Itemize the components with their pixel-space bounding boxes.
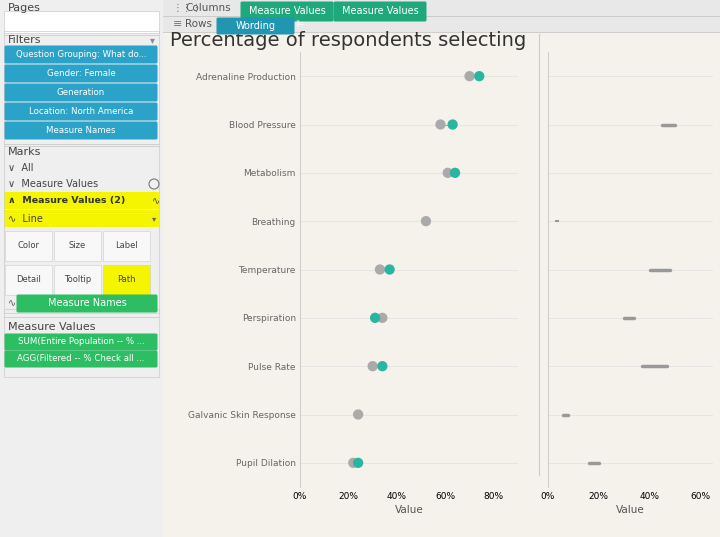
Text: ∨  All: ∨ All bbox=[8, 163, 34, 173]
X-axis label: Value: Value bbox=[616, 505, 645, 515]
Text: Filters: Filters bbox=[8, 35, 42, 45]
Point bbox=[377, 314, 388, 322]
Text: ▾: ▾ bbox=[150, 35, 155, 45]
Bar bbox=[0, 0, 163, 537]
Bar bbox=[5, 265, 52, 295]
Point bbox=[449, 169, 461, 177]
Point bbox=[374, 265, 386, 274]
Point bbox=[384, 265, 395, 274]
Bar bbox=[163, 0, 720, 32]
FancyBboxPatch shape bbox=[4, 46, 158, 63]
Point bbox=[435, 120, 446, 129]
Point bbox=[352, 410, 364, 419]
Bar bbox=[4, 144, 159, 313]
Text: Measure Names: Measure Names bbox=[46, 126, 116, 135]
Bar bbox=[163, 0, 720, 537]
Text: ∿  Line: ∿ Line bbox=[8, 214, 43, 224]
FancyBboxPatch shape bbox=[4, 351, 158, 367]
Text: Generation: Generation bbox=[57, 88, 105, 97]
FancyBboxPatch shape bbox=[217, 18, 294, 34]
Bar bbox=[4, 210, 159, 227]
Text: ∿: ∿ bbox=[8, 298, 16, 308]
FancyBboxPatch shape bbox=[4, 103, 158, 120]
Bar bbox=[4, 31, 159, 144]
Point bbox=[348, 459, 359, 467]
Bar bbox=[5, 231, 52, 261]
Point bbox=[447, 120, 459, 129]
Point bbox=[464, 72, 475, 81]
Text: Measure Names: Measure Names bbox=[48, 299, 127, 308]
Bar bbox=[4, 11, 159, 33]
Text: Location: North America: Location: North America bbox=[29, 107, 133, 116]
Bar bbox=[103, 265, 150, 295]
Text: ∿: ∿ bbox=[152, 196, 160, 206]
Point bbox=[474, 72, 485, 81]
Bar bbox=[4, 192, 159, 209]
Text: Gender: Female: Gender: Female bbox=[47, 69, 115, 78]
FancyBboxPatch shape bbox=[4, 64, 158, 83]
Point bbox=[377, 362, 388, 371]
Text: Question Grouping: What do...: Question Grouping: What do... bbox=[16, 50, 146, 59]
Text: Pages: Pages bbox=[8, 3, 41, 13]
Point bbox=[420, 217, 432, 226]
Text: ∧  Measure Values (2): ∧ Measure Values (2) bbox=[8, 197, 125, 206]
Point bbox=[352, 459, 364, 467]
Bar bbox=[54, 265, 101, 295]
Text: Tooltip: Tooltip bbox=[64, 275, 91, 285]
Text: AGG(Filtered -- % Check all ...: AGG(Filtered -- % Check all ... bbox=[17, 354, 145, 364]
Text: Path: Path bbox=[117, 275, 136, 285]
FancyBboxPatch shape bbox=[4, 121, 158, 140]
Text: Columns: Columns bbox=[185, 3, 230, 13]
Point bbox=[442, 169, 454, 177]
Text: Detail: Detail bbox=[16, 275, 41, 285]
Bar bbox=[103, 231, 150, 261]
FancyBboxPatch shape bbox=[17, 294, 158, 313]
Text: Size: Size bbox=[69, 242, 86, 250]
Point bbox=[367, 362, 379, 371]
Text: ∨  Measure Values: ∨ Measure Values bbox=[8, 179, 98, 189]
Text: Rows: Rows bbox=[185, 19, 212, 29]
Text: ▾: ▾ bbox=[152, 214, 156, 223]
Text: Percentage of respondents selecting: Percentage of respondents selecting bbox=[170, 31, 526, 49]
FancyBboxPatch shape bbox=[240, 2, 333, 21]
X-axis label: Value: Value bbox=[395, 505, 423, 515]
Text: ≡: ≡ bbox=[173, 19, 182, 29]
Text: Label: Label bbox=[115, 242, 138, 250]
Text: Measure Values: Measure Values bbox=[248, 6, 325, 17]
Bar bbox=[4, 309, 159, 377]
Point bbox=[369, 314, 381, 322]
FancyBboxPatch shape bbox=[4, 333, 158, 351]
Bar bbox=[54, 231, 101, 261]
Text: Wording: Wording bbox=[235, 21, 276, 31]
Text: Measure Values: Measure Values bbox=[341, 6, 418, 17]
FancyBboxPatch shape bbox=[333, 2, 426, 21]
Text: Color: Color bbox=[17, 242, 40, 250]
Text: ⊫: ⊫ bbox=[295, 19, 304, 29]
Text: SUM(Entire Population -- % ...: SUM(Entire Population -- % ... bbox=[17, 337, 145, 346]
Text: ⋮⋮⋮: ⋮⋮⋮ bbox=[173, 3, 202, 13]
Text: Measure Values: Measure Values bbox=[8, 322, 96, 332]
Text: Marks: Marks bbox=[8, 147, 41, 157]
FancyBboxPatch shape bbox=[4, 83, 158, 101]
